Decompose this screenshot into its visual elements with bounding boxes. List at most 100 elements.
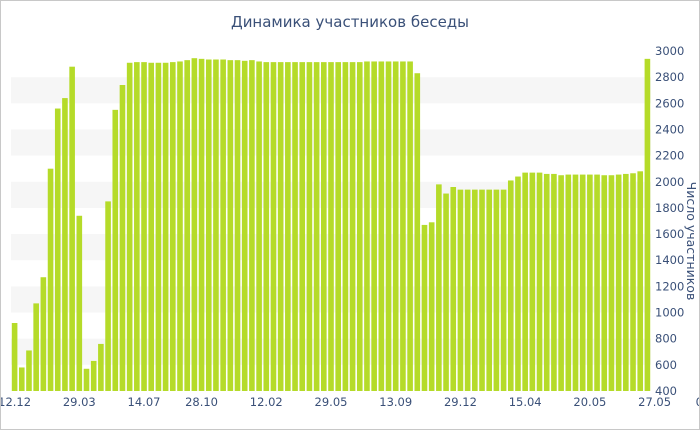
bar[interactable] <box>184 60 190 392</box>
bar[interactable] <box>529 172 536 391</box>
bar[interactable] <box>472 189 478 391</box>
bar[interactable] <box>256 61 262 392</box>
bar[interactable] <box>400 61 406 392</box>
bar[interactable] <box>11 323 18 391</box>
bar[interactable] <box>321 62 327 392</box>
bar[interactable] <box>76 215 83 391</box>
bar[interactable] <box>335 62 341 392</box>
bar[interactable] <box>220 59 226 392</box>
bar[interactable] <box>551 173 557 391</box>
bar[interactable] <box>464 189 471 391</box>
bar[interactable] <box>565 174 572 391</box>
bar[interactable] <box>637 171 644 391</box>
bar[interactable] <box>500 189 507 391</box>
bar[interactable] <box>191 58 198 391</box>
bar[interactable] <box>601 175 608 391</box>
bar[interactable] <box>98 343 104 391</box>
bar[interactable] <box>126 62 133 392</box>
bar[interactable] <box>378 61 385 392</box>
bar[interactable] <box>630 173 636 391</box>
bar[interactable] <box>594 174 600 391</box>
bar[interactable] <box>342 62 349 392</box>
bar[interactable] <box>285 62 291 392</box>
bar[interactable] <box>486 189 493 391</box>
bar[interactable] <box>371 61 377 392</box>
bar[interactable] <box>587 174 593 391</box>
bar[interactable] <box>119 85 126 391</box>
bar[interactable] <box>105 201 111 391</box>
bar[interactable] <box>515 176 521 391</box>
bar[interactable] <box>83 368 90 391</box>
bar[interactable] <box>162 62 169 392</box>
bar[interactable] <box>141 62 147 392</box>
bar[interactable] <box>306 62 313 392</box>
bar[interactable] <box>436 184 442 391</box>
x-tick-label: 15.04 <box>509 395 542 409</box>
bar[interactable] <box>349 62 356 392</box>
bar[interactable] <box>615 174 622 391</box>
bar[interactable] <box>234 60 241 392</box>
bar[interactable] <box>134 62 140 392</box>
bar[interactable] <box>364 61 370 392</box>
bar[interactable] <box>407 61 413 392</box>
bar[interactable] <box>227 60 234 392</box>
bar[interactable] <box>54 108 61 391</box>
bar[interactable] <box>169 62 176 392</box>
bar[interactable] <box>507 180 514 391</box>
bar[interactable] <box>241 60 248 392</box>
bar[interactable] <box>457 189 464 391</box>
bar[interactable] <box>392 61 399 392</box>
y-tick-label: 2400 <box>655 122 684 136</box>
bar[interactable] <box>40 277 47 391</box>
bar[interactable] <box>292 62 298 392</box>
bar[interactable] <box>198 58 205 391</box>
y-tick-label: 2000 <box>655 175 684 189</box>
x-tick-label: 14.07 <box>128 395 161 409</box>
bar[interactable] <box>623 173 629 391</box>
bar[interactable] <box>313 62 320 392</box>
bar[interactable] <box>428 222 435 391</box>
bar[interactable] <box>522 172 528 391</box>
bar[interactable] <box>249 60 255 392</box>
x-tick-label: 29.05 <box>315 395 348 409</box>
bar[interactable] <box>356 62 363 392</box>
bar[interactable] <box>579 174 586 391</box>
bar[interactable] <box>328 62 334 392</box>
bar[interactable] <box>644 58 651 391</box>
bar[interactable] <box>299 62 306 392</box>
bar[interactable] <box>543 173 550 391</box>
bar[interactable] <box>177 61 183 392</box>
bar[interactable] <box>277 62 284 392</box>
bar[interactable] <box>26 350 32 391</box>
bar[interactable] <box>148 62 155 392</box>
bar[interactable] <box>450 187 457 391</box>
bar[interactable] <box>421 224 428 391</box>
bar[interactable] <box>33 303 39 391</box>
bar[interactable] <box>155 62 162 392</box>
bar[interactable] <box>572 174 579 391</box>
bar[interactable] <box>414 73 421 391</box>
y-axis-title: Число участников <box>684 182 699 301</box>
bar[interactable] <box>443 193 449 391</box>
bar[interactable] <box>263 62 270 392</box>
bar[interactable] <box>213 59 219 392</box>
bar[interactable] <box>47 168 54 391</box>
bar[interactable] <box>493 189 500 391</box>
bar[interactable] <box>205 59 212 392</box>
bar[interactable] <box>18 367 25 391</box>
y-tick-label: 2600 <box>655 96 684 110</box>
bar[interactable] <box>558 175 564 391</box>
bar[interactable] <box>536 172 543 391</box>
bar[interactable] <box>62 98 68 391</box>
bar[interactable] <box>69 66 75 391</box>
bar[interactable] <box>270 62 277 392</box>
bar[interactable] <box>112 109 119 391</box>
x-tick-label: 13.09 <box>379 395 412 409</box>
bar[interactable] <box>608 175 615 391</box>
bar[interactable] <box>479 189 485 391</box>
bar[interactable] <box>90 360 97 391</box>
x-tick-label: 27.05 <box>638 395 671 409</box>
bar[interactable] <box>385 61 392 392</box>
y-tick-label: 3000 <box>655 44 684 58</box>
